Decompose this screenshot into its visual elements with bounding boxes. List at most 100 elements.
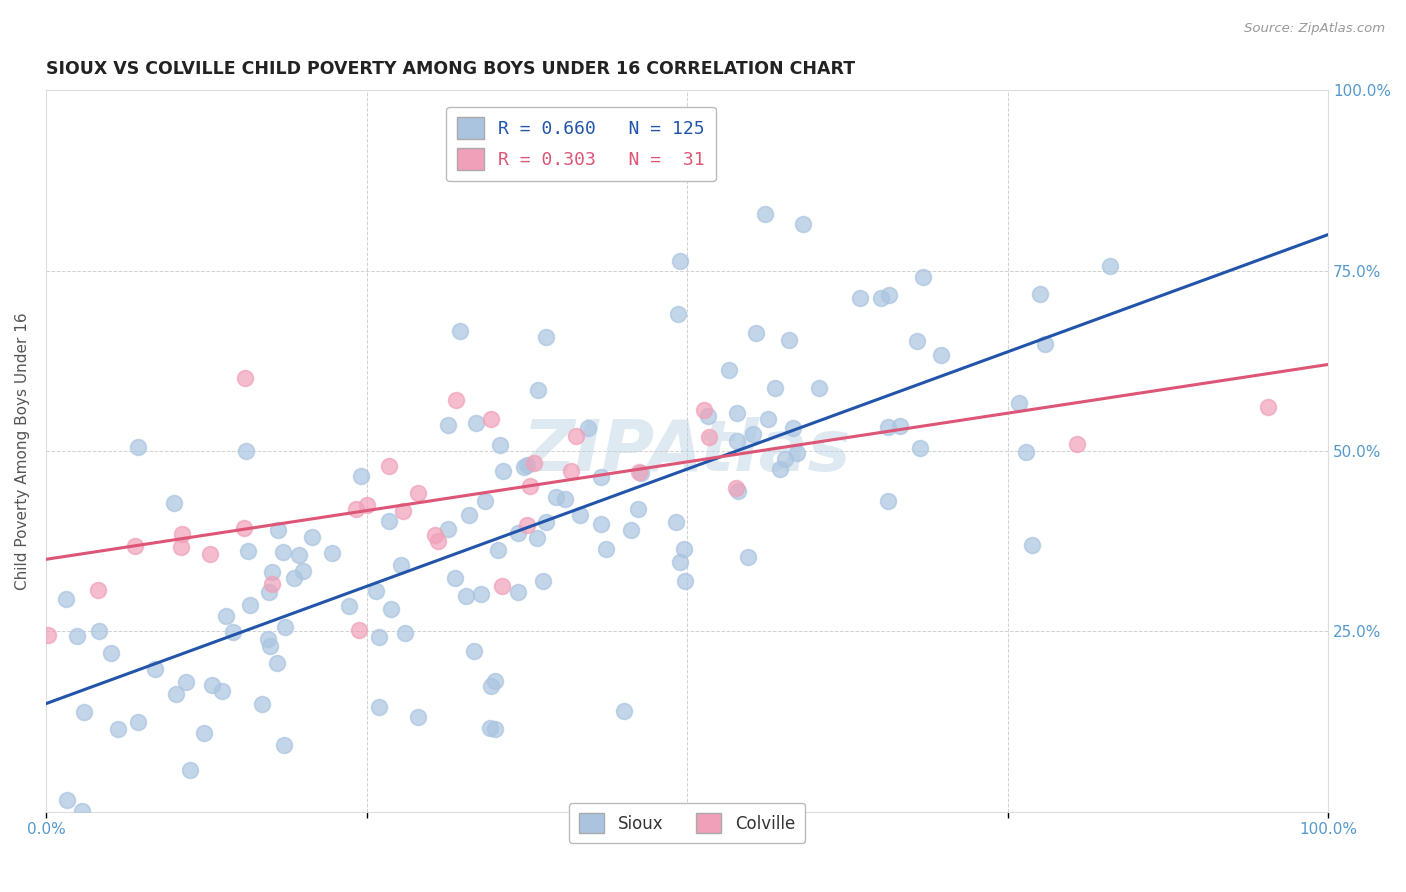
Point: [675, 574, 697, 588]
Point: [262, 565, 284, 579]
Point: [620, 523, 643, 537]
Point: [869, 291, 891, 305]
Point: [693, 403, 716, 417]
Point: [70, 804, 93, 818]
Point: [560, 464, 582, 478]
Point: [408, 710, 430, 724]
Point: [754, 207, 776, 221]
Point: [394, 625, 416, 640]
Point: [479, 411, 502, 425]
Point: [165, 687, 187, 701]
Point: [554, 491, 576, 506]
Point: [235, 443, 257, 458]
Point: [172, 526, 194, 541]
Point: [849, 291, 872, 305]
Point: [531, 574, 554, 588]
Point: [301, 530, 323, 544]
Point: [1066, 437, 1088, 451]
Point: [1028, 286, 1050, 301]
Point: [792, 217, 814, 231]
Point: [366, 583, 388, 598]
Point: [436, 418, 458, 433]
Point: [257, 585, 280, 599]
Point: [201, 678, 224, 692]
Point: [725, 406, 748, 420]
Point: [266, 523, 288, 537]
Point: [378, 458, 401, 473]
Point: [107, 722, 129, 736]
Point: [725, 434, 748, 449]
Point: [523, 456, 546, 470]
Point: [889, 419, 911, 434]
Point: [232, 521, 254, 535]
Point: [786, 446, 808, 460]
Point: [378, 514, 401, 528]
Point: [256, 632, 278, 646]
Point: [576, 421, 599, 435]
Point: [489, 438, 512, 452]
Point: [215, 609, 238, 624]
Y-axis label: Child Poverty Among Boys Under 16: Child Poverty Among Boys Under 16: [15, 312, 30, 590]
Point: [595, 542, 617, 557]
Point: [478, 721, 501, 735]
Point: [163, 496, 186, 510]
Point: [463, 643, 485, 657]
Point: [321, 546, 343, 560]
Point: [367, 630, 389, 644]
Point: [534, 330, 557, 344]
Point: [238, 543, 260, 558]
Point: [37, 628, 59, 642]
Point: [905, 334, 928, 348]
Point: [337, 599, 360, 614]
Point: [1015, 444, 1038, 458]
Point: [443, 571, 465, 585]
Point: [492, 464, 515, 478]
Point: [526, 531, 548, 545]
Point: [1033, 336, 1056, 351]
Point: [389, 558, 412, 573]
Point: [697, 430, 720, 444]
Point: [170, 540, 193, 554]
Point: [486, 543, 509, 558]
Point: [87, 582, 110, 597]
Point: [350, 469, 373, 483]
Legend: Sioux, Colville: Sioux, Colville: [569, 803, 806, 843]
Point: [929, 348, 952, 362]
Point: [1008, 396, 1031, 410]
Point: [565, 428, 588, 442]
Point: [724, 481, 747, 495]
Point: [344, 501, 367, 516]
Point: [392, 504, 415, 518]
Point: [437, 522, 460, 536]
Point: [100, 646, 122, 660]
Point: [250, 697, 273, 711]
Point: [458, 508, 481, 523]
Point: [912, 270, 935, 285]
Point: [665, 515, 688, 529]
Point: [778, 333, 800, 347]
Point: [127, 440, 149, 454]
Point: [519, 478, 541, 492]
Point: [262, 576, 284, 591]
Point: [534, 516, 557, 530]
Point: [56, 793, 79, 807]
Point: [727, 484, 749, 499]
Point: [1021, 538, 1043, 552]
Point: [613, 704, 636, 718]
Point: [484, 723, 506, 737]
Point: [259, 639, 281, 653]
Point: [368, 699, 391, 714]
Point: [179, 763, 201, 777]
Point: [449, 324, 471, 338]
Point: [591, 469, 613, 483]
Point: [742, 426, 765, 441]
Point: [127, 714, 149, 729]
Point: [673, 542, 696, 557]
Point: [479, 679, 502, 693]
Point: [454, 589, 477, 603]
Point: [266, 656, 288, 670]
Point: [474, 494, 496, 508]
Point: [769, 462, 792, 476]
Point: [628, 465, 651, 479]
Point: [512, 460, 534, 475]
